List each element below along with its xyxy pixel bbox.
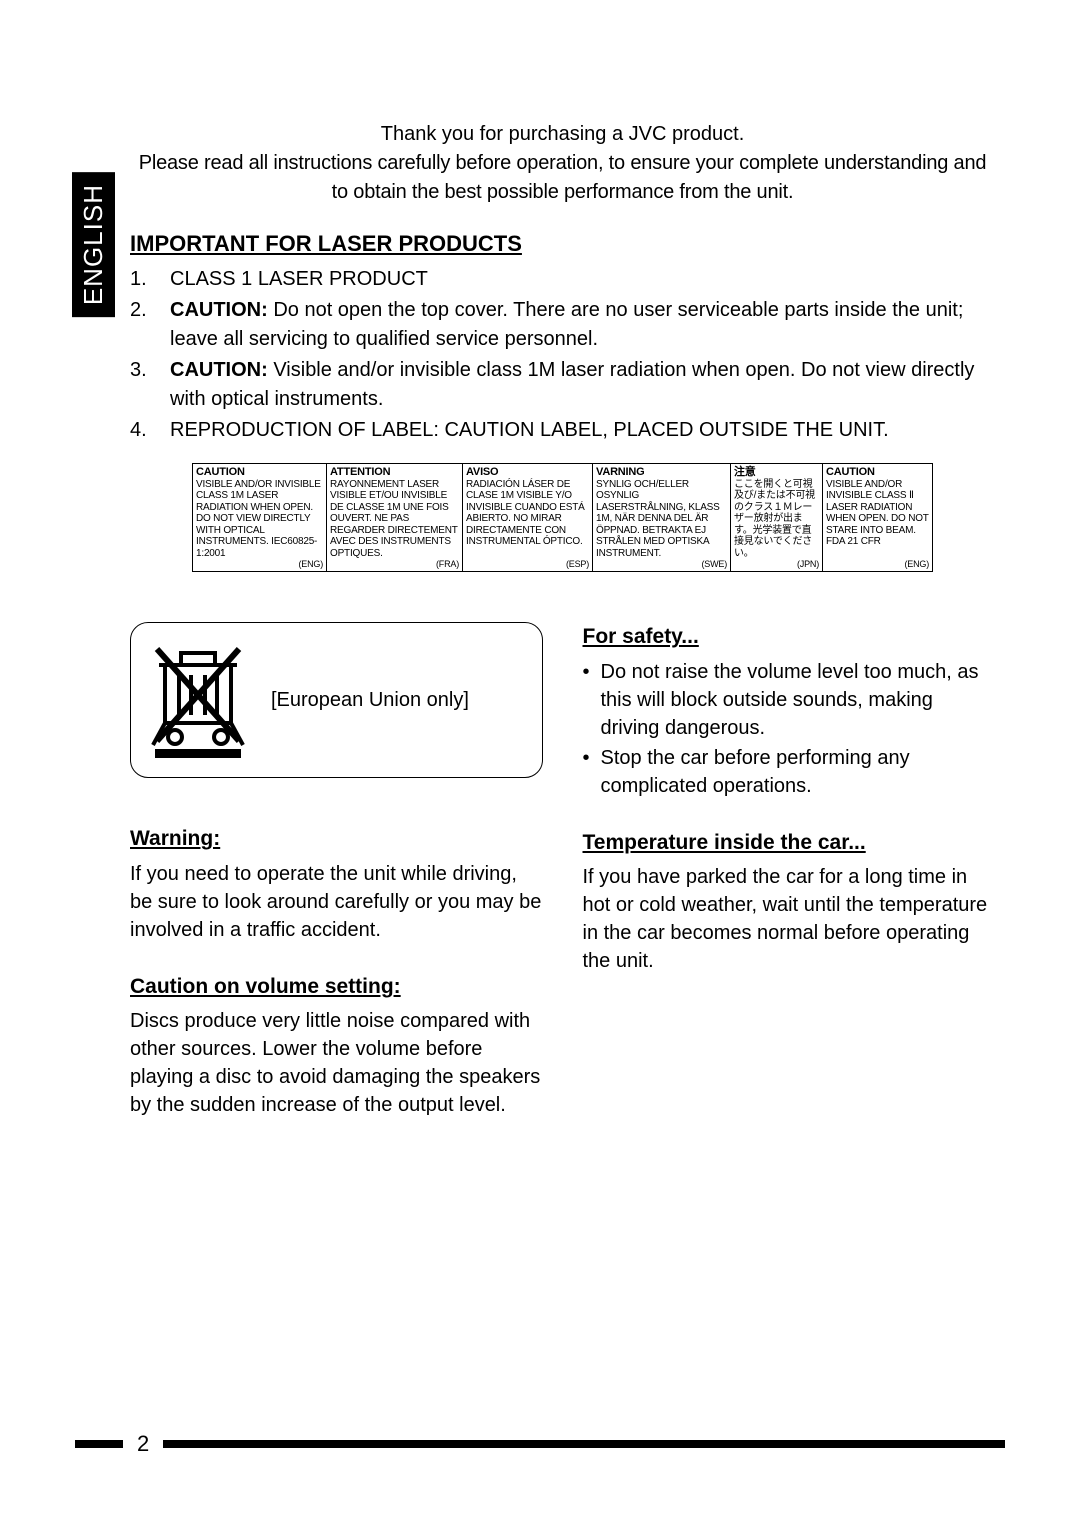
label-col-head: ATTENTION: [330, 466, 459, 479]
label-col-head: VARNING: [596, 466, 727, 479]
warning-heading: Warning:: [130, 824, 543, 853]
label-col-lang: (ENG): [196, 559, 323, 569]
laser-list: CLASS 1 LASER PRODUCT CAUTION: Do not op…: [130, 265, 995, 445]
label-col-body: VISIBLE AND/OR INVISIBLE CLASS 1M LASER …: [196, 479, 323, 560]
label-col-lang: (ENG): [826, 559, 929, 569]
volume-heading: Caution on volume setting:: [130, 972, 543, 1001]
laser-item-1: CLASS 1 LASER PRODUCT: [130, 265, 995, 294]
label-col-lang: (SWE): [596, 559, 727, 569]
laser-heading: IMPORTANT FOR LASER PRODUCTS: [130, 231, 995, 257]
label-col-head: AVISO: [466, 466, 589, 479]
label-col-body: RADIACIÓN LÁSER DE CLASE 1M VISIBLE Y/O …: [466, 479, 589, 560]
safety-bullet-1: Do not raise the volume level too much, …: [583, 658, 996, 742]
caution-label: CAUTION:: [170, 299, 268, 321]
safety-block: For safety... Do not raise the volume le…: [583, 622, 996, 799]
label-col-lang: (JPN): [734, 559, 819, 569]
label-table-col: VARNINGSYNLIG OCH/ELLER OSYNLIG LASERSTR…: [592, 464, 730, 571]
volume-block: Caution on volume setting: Discs produce…: [130, 972, 543, 1119]
laser-item-2-text: Do not open the top cover. There are no …: [170, 299, 963, 350]
laser-item-3-text: Visible and/or invisible class 1M laser …: [170, 359, 974, 410]
intro-block: Thank you for purchasing a JVC product. …: [130, 120, 995, 207]
eu-box-text: [European Union only]: [271, 686, 469, 714]
label-col-head: 注意: [734, 466, 819, 479]
label-table-col: ATTENTIONRAYONNEMENT LASER VISIBLE ET/OU…: [326, 464, 462, 571]
temperature-heading: Temperature inside the car...: [583, 828, 996, 857]
label-table-col: 注意ここを開くと可視及び/または不可視のクラス１Ｍレーザー放射が出ます。光学装置…: [730, 464, 822, 571]
page-footer: 2: [75, 1431, 1005, 1457]
laser-item-2: CAUTION: Do not open the top cover. Ther…: [130, 296, 995, 354]
volume-text: Discs produce very little noise compared…: [130, 1007, 543, 1119]
label-col-lang: (ESP): [466, 559, 589, 569]
label-table-col: CAUTIONVISIBLE AND/OR INVISIBLE CLASS 1M…: [193, 464, 326, 571]
caution-label: CAUTION:: [170, 359, 268, 381]
footer-bar-right: [163, 1440, 1005, 1448]
safety-heading: For safety...: [583, 622, 996, 651]
safety-bullet-2: Stop the car before performing any compl…: [583, 744, 996, 800]
label-col-lang: (FRA): [330, 559, 459, 569]
label-col-body: ここを開くと可視及び/または不可視のクラス１Ｍレーザー放射が出ます。光学装置で直…: [734, 479, 819, 560]
language-tab: ENGLISH: [72, 172, 115, 317]
intro-line-1: Thank you for purchasing a JVC product.: [130, 120, 995, 149]
label-table-col: CAUTIONVISIBLE AND/OR INVISIBLE CLASS Ⅱ …: [822, 464, 932, 571]
warning-text: If you need to operate the unit while dr…: [130, 860, 543, 944]
safety-bullets: Do not raise the volume level too much, …: [583, 658, 996, 800]
label-table-col: AVISORADIACIÓN LÁSER DE CLASE 1M VISIBLE…: [462, 464, 592, 571]
eu-disposal-box: [European Union only]: [130, 622, 543, 778]
label-col-body: VISIBLE AND/OR INVISIBLE CLASS Ⅱ LASER R…: [826, 479, 929, 560]
laser-item-4: REPRODUCTION OF LABEL: CAUTION LABEL, PL…: [130, 416, 995, 445]
temperature-text: If you have parked the car for a long ti…: [583, 863, 996, 975]
label-col-body: SYNLIG OCH/ELLER OSYNLIG LASERSTRÅLNING,…: [596, 479, 727, 560]
temperature-block: Temperature inside the car... If you hav…: [583, 828, 996, 975]
caution-label-table: CAUTIONVISIBLE AND/OR INVISIBLE CLASS 1M…: [130, 463, 995, 572]
footer-bar-left: [75, 1440, 123, 1448]
intro-line-2: Please read all instructions carefully b…: [130, 149, 995, 207]
weee-bin-icon: [151, 641, 245, 759]
warning-block: Warning: If you need to operate the unit…: [130, 824, 543, 943]
label-col-head: CAUTION: [196, 466, 323, 479]
page-number: 2: [137, 1431, 149, 1457]
label-col-head: CAUTION: [826, 466, 929, 479]
label-col-body: RAYONNEMENT LASER VISIBLE ET/OU INVISIBL…: [330, 479, 459, 560]
laser-item-3: CAUTION: Visible and/or invisible class …: [130, 356, 995, 414]
